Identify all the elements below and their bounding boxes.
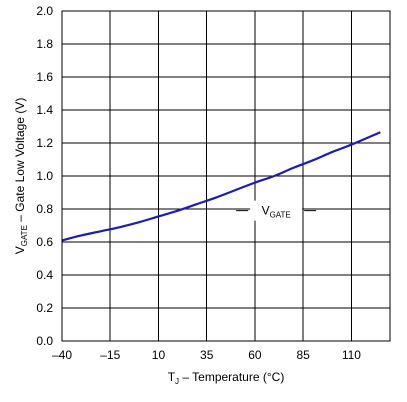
plot-frame xyxy=(61,10,391,342)
x-axis-label-main: T xyxy=(168,370,176,384)
y-axis-label-rest: – Gate Low Voltage (V) xyxy=(13,98,27,225)
y-axis-label-main: V xyxy=(13,246,27,254)
annotation-layer: VGATE xyxy=(236,200,317,221)
x-tick-label: 85 xyxy=(296,348,310,362)
y-tick-labels: 0.0 0.2 0.4 0.6 0.8 1.0 1.2 1.4 1.6 1.8 2.0 xyxy=(36,4,53,348)
y-tick-label: 0.6 xyxy=(36,235,53,249)
y-tick-label: 1.8 xyxy=(36,37,53,51)
x-axis-label-sub: J xyxy=(175,377,179,386)
y-tick-label: 2.0 xyxy=(36,4,53,18)
annotation-background xyxy=(250,200,303,221)
y-tick-label: 0.0 xyxy=(36,334,53,348)
y-axis-label-sub: GATE xyxy=(20,225,29,246)
y-axis-label: VGATE – Gate Low Voltage (V) xyxy=(13,98,29,255)
grid xyxy=(61,10,390,342)
x-tick-label: –15 xyxy=(100,348,120,362)
x-tick-labels: –40 –15 10 35 60 85 110 xyxy=(52,348,361,362)
series-layer xyxy=(61,131,381,242)
y-tick-label: 1.6 xyxy=(36,70,53,84)
y-tick-label: 0.4 xyxy=(36,268,53,282)
series-line-0 xyxy=(61,131,381,242)
y-tick-label: 0.2 xyxy=(36,301,53,315)
x-tick-label: 60 xyxy=(248,348,262,362)
y-tick-label: 1.2 xyxy=(36,136,53,150)
x-tick-label: 35 xyxy=(200,348,214,362)
x-tick-label: –40 xyxy=(52,348,72,362)
y-tick-label: 0.8 xyxy=(36,202,53,216)
x-tick-label: 10 xyxy=(152,348,166,362)
y-tick-label: 1.4 xyxy=(36,103,53,117)
series-annotation-label: VGATE xyxy=(262,204,291,220)
x-axis-label-rest: – Temperature (°C) xyxy=(179,370,284,384)
x-tick-label: 110 xyxy=(342,348,361,362)
x-axis-label: TJ – Temperature (°C) xyxy=(168,370,285,386)
y-tick-label: 1.0 xyxy=(36,169,53,183)
